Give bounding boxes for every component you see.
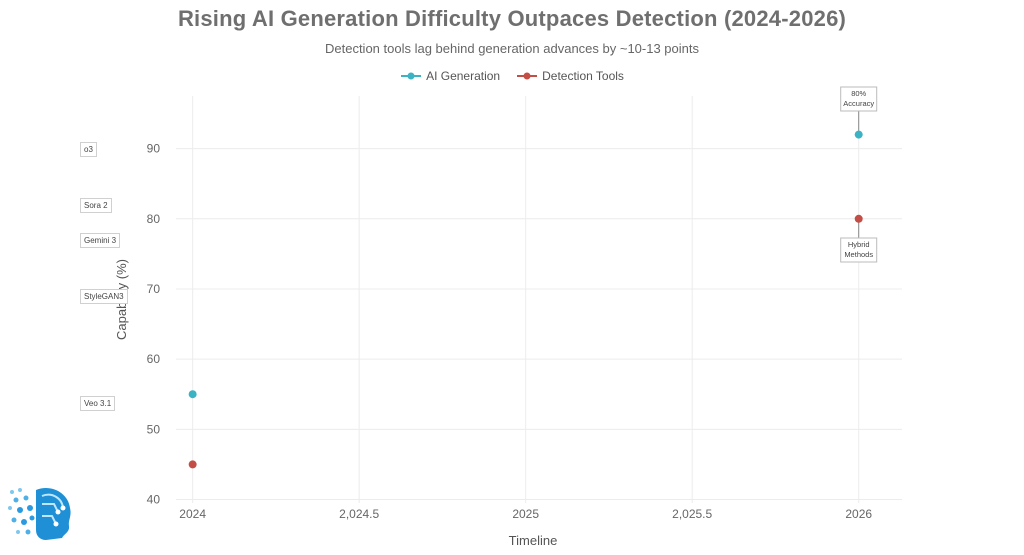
y-tick-label: 50: [147, 422, 161, 436]
side-label: Sora 2: [80, 197, 112, 213]
point-detection-tools: [854, 214, 863, 223]
x-tick-label: 2,024.5: [339, 507, 379, 521]
x-tick-label: 2,025.5: [672, 507, 712, 521]
annotation-text: 80%: [851, 89, 866, 98]
y-tick-label: 60: [147, 352, 161, 366]
annotation-box: [840, 86, 878, 112]
x-tick-label: 2025: [512, 507, 539, 521]
annotation-text: Accuracy: [843, 99, 874, 108]
y-tick-label: 80: [147, 212, 161, 226]
chart-title: Rising AI Generation Difficulty Outpaces…: [177, 6, 847, 31]
point-detection-tools: [188, 460, 197, 469]
point-ai-generation: [188, 390, 197, 399]
legend-label-ai-generation: AI Generation: [426, 69, 501, 83]
y-tick-label: 40: [147, 492, 161, 506]
x-tick-label: 2026: [845, 507, 872, 521]
annotation-box: [840, 237, 878, 263]
annotation-text: Methods: [844, 250, 873, 259]
side-label: StyleGAN3: [80, 288, 128, 304]
annotation-text: Hybrid: [848, 240, 870, 249]
y-tick-label: 90: [147, 142, 161, 156]
side-label: o3: [80, 141, 97, 157]
chart-legend: AI Generation Detection Tools: [0, 69, 1024, 83]
point-ai-generation: [854, 130, 863, 139]
legend-label-detection-tools: Detection Tools: [542, 69, 624, 83]
x-axis-title: Timeline: [509, 533, 558, 548]
legend-item-detection-tools[interactable]: Detection Tools: [516, 69, 624, 83]
legend-swatch-detection-tools: [517, 72, 538, 80]
brain-logo-icon: [8, 488, 71, 540]
legend-swatch-ai-generation: [401, 72, 422, 80]
chart-subtitle: Detection tools lag behind generation ad…: [324, 41, 699, 56]
legend-item-ai-generation[interactable]: AI Generation: [400, 69, 500, 83]
x-tick-label: 2024: [179, 507, 206, 521]
side-label: Veo 3.1: [80, 396, 116, 412]
side-label: Gemini 3: [80, 232, 121, 248]
y-tick-label: 70: [147, 282, 161, 296]
